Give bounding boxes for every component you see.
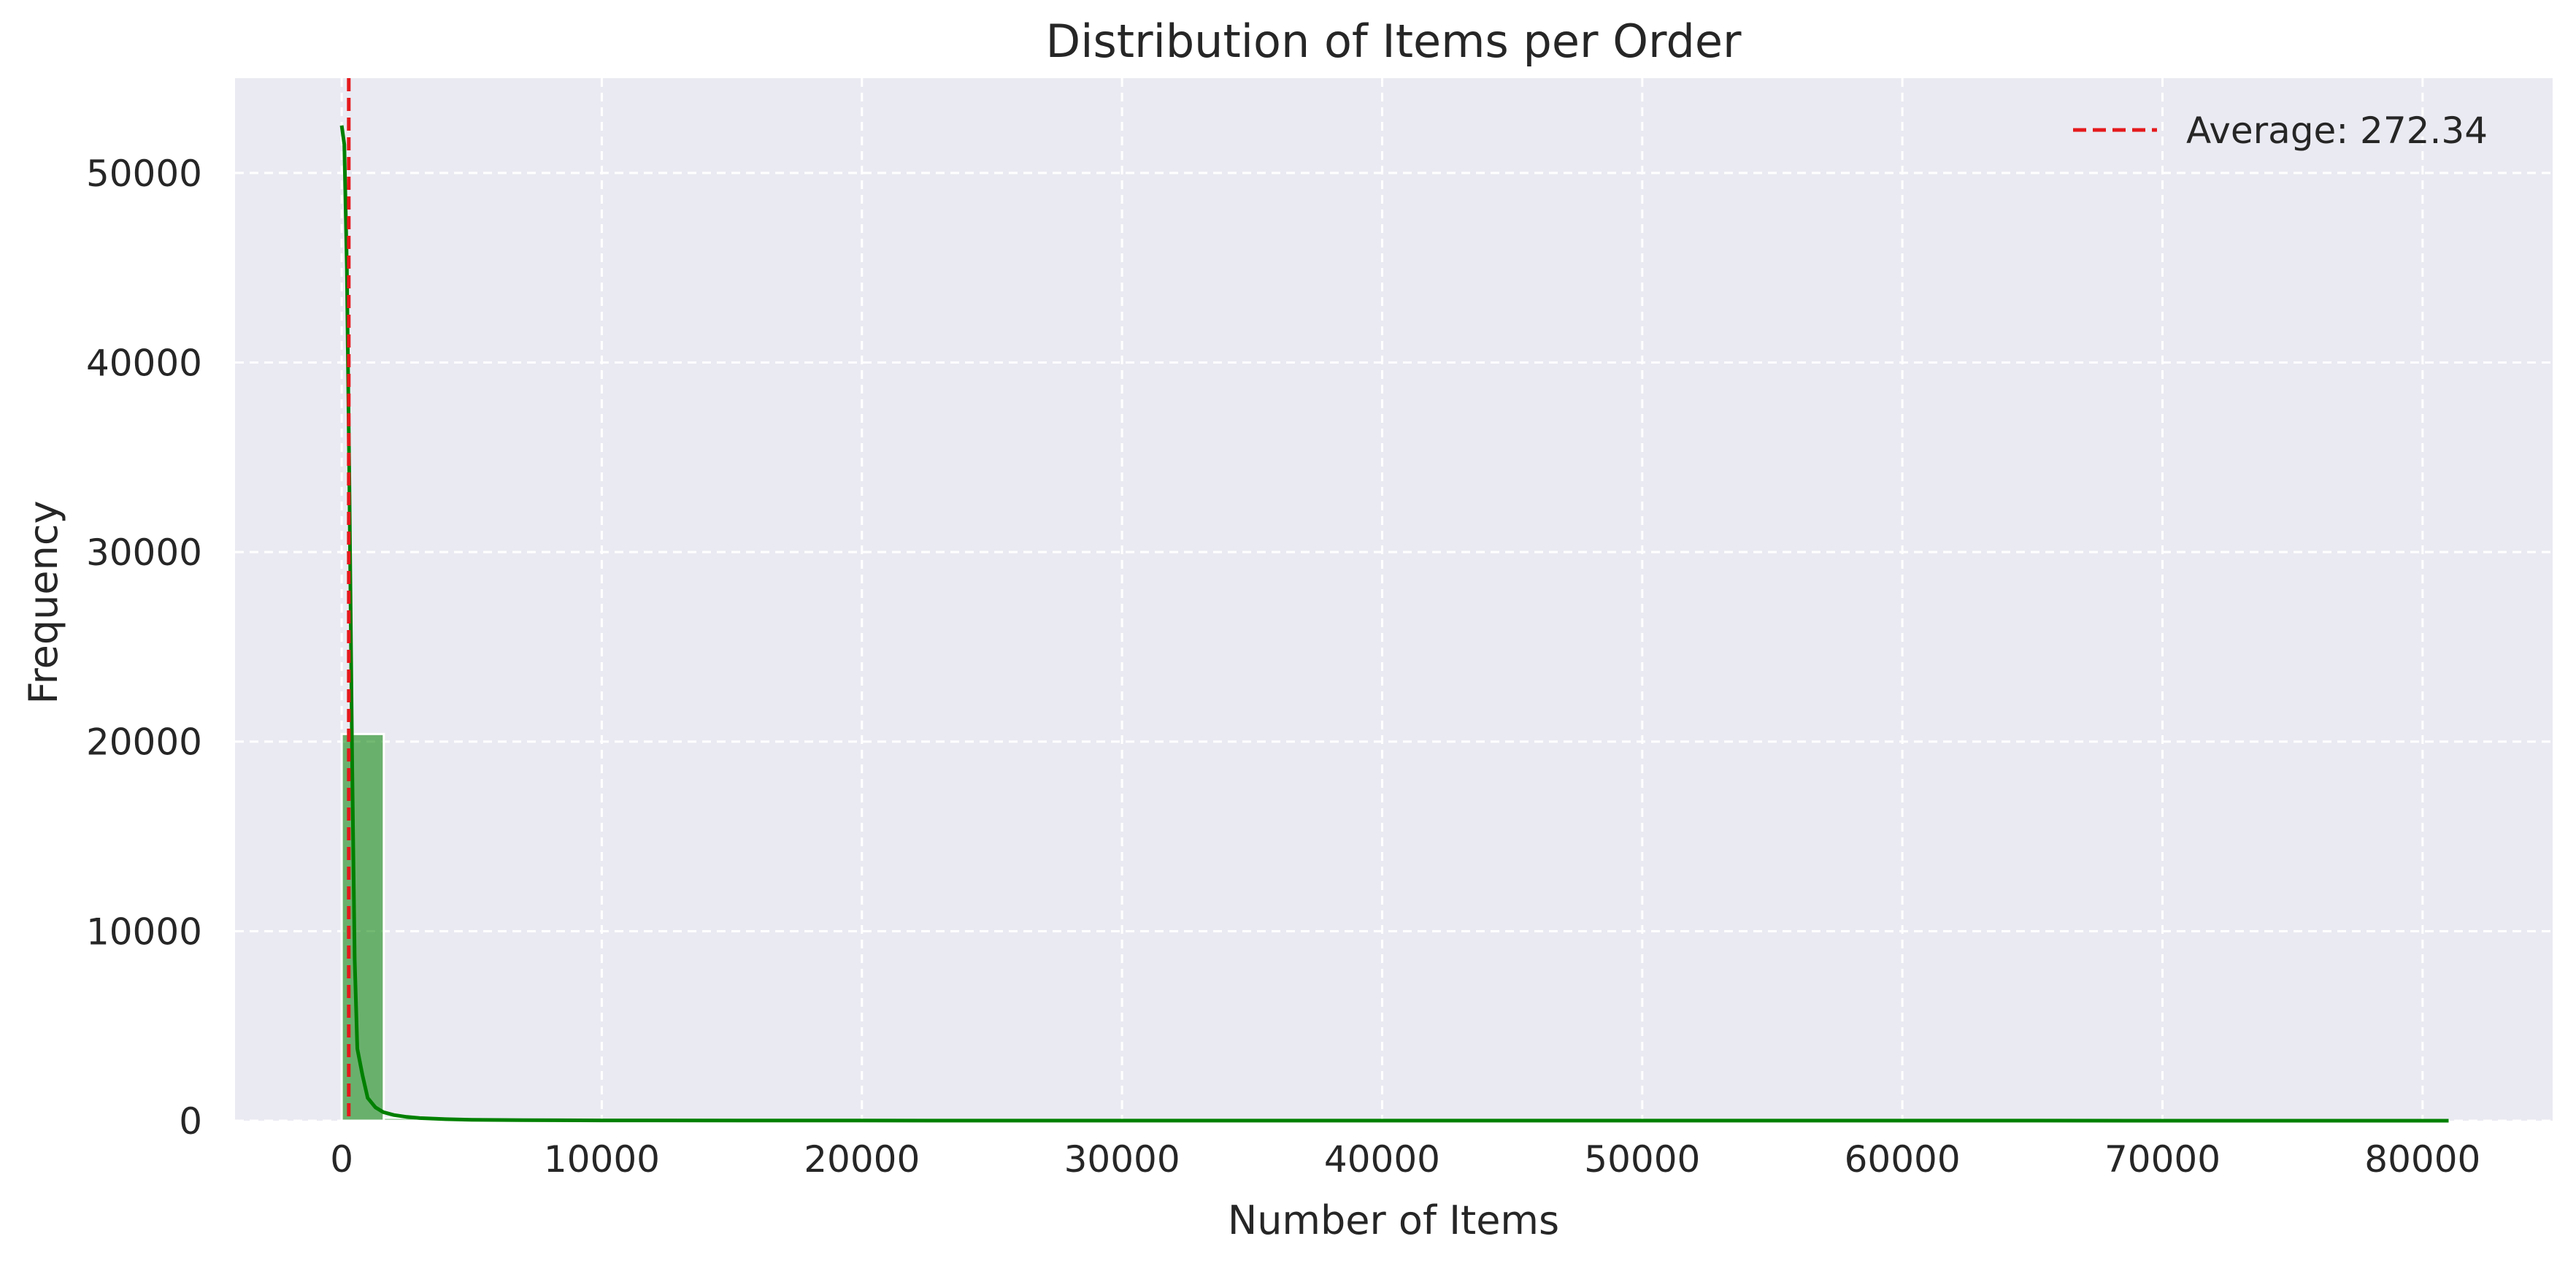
x-tick-label: 10000 (544, 1138, 660, 1181)
x-tick-label: 40000 (1324, 1138, 1440, 1181)
plot-background (235, 78, 2553, 1121)
y-tick-label: 20000 (86, 721, 202, 764)
kde-curve-line (339, 125, 2449, 1123)
y-axis-label: Frequency (20, 501, 66, 705)
chart-title: Distribution of Items per Order (1046, 15, 1742, 68)
x-tick-label: 0 (330, 1138, 353, 1181)
x-tick-label: 60000 (1845, 1138, 1961, 1181)
y-tick-label: 50000 (86, 153, 202, 195)
y-tick-label: 0 (179, 1100, 202, 1143)
x-tick-label: 70000 (2104, 1138, 2221, 1181)
x-tick-label: 50000 (1584, 1138, 1700, 1181)
y-tick-label: 30000 (86, 532, 202, 574)
x-axis-label: Number of Items (1228, 1197, 1559, 1243)
x-axis-ticks: 0 10000 20000 30000 40000 50000 60000 70000 8000… (330, 1138, 2480, 1181)
legend: Average: 272.34 (2073, 110, 2488, 152)
x-tick-label: 80000 (2364, 1138, 2480, 1181)
legend-average-label: Average: 272.34 (2186, 110, 2488, 152)
x-tick-label: 20000 (804, 1138, 920, 1181)
y-axis-ticks: 0 10000 20000 30000 40000 50000 (86, 153, 202, 1143)
y-tick-label: 40000 (86, 342, 202, 384)
x-tick-label: 30000 (1064, 1138, 1180, 1181)
y-tick-label: 10000 (86, 910, 202, 953)
